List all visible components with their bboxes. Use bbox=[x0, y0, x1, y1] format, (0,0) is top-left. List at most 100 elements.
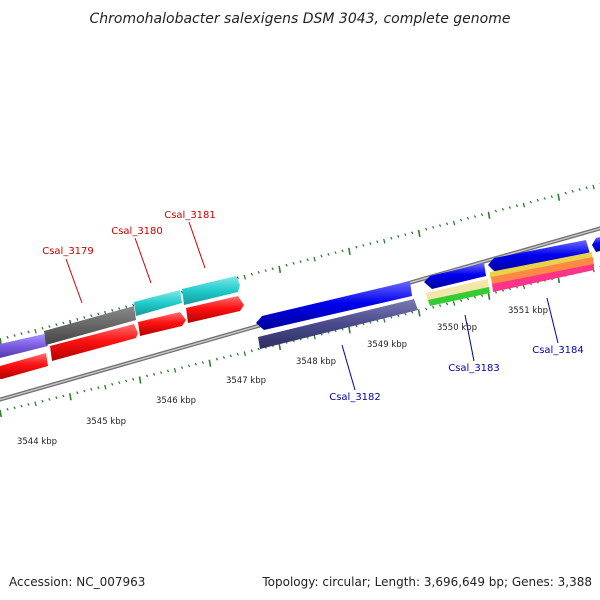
ruler-label-3551: 3551 kbp bbox=[508, 306, 548, 316]
gene-feature-csal-3184-blue[interactable] bbox=[488, 240, 590, 273]
gene-feature-red-3[interactable] bbox=[138, 312, 186, 336]
ruler-tick bbox=[432, 225, 435, 229]
gene-feature-csal-3182-blue[interactable] bbox=[256, 281, 412, 330]
ruler-tick bbox=[355, 245, 358, 249]
gene-feature-csal-3183-green[interactable] bbox=[428, 287, 490, 306]
ruler-tick bbox=[111, 382, 114, 386]
ruler-tick bbox=[264, 269, 267, 273]
ruler-tick bbox=[320, 254, 323, 258]
ruler-tick bbox=[390, 236, 393, 240]
gene-label-csal-3179[interactable]: Csal_3179 bbox=[42, 246, 94, 257]
gene-feature-purple[interactable] bbox=[0, 334, 48, 358]
gene-label-csal-3184[interactable]: Csal_3184 bbox=[532, 345, 584, 356]
ruler-tick bbox=[564, 191, 567, 195]
ruler-tick bbox=[180, 366, 184, 370]
gene-feature-csal-3184-pink[interactable] bbox=[492, 264, 594, 292]
ruler-tick bbox=[341, 249, 344, 253]
gene-feature-csal-3181-cyan[interactable] bbox=[182, 276, 240, 305]
gene-label-csal-3182[interactable]: Csal_3182 bbox=[329, 392, 381, 403]
ruler-tick bbox=[543, 197, 546, 200]
ruler-tick bbox=[411, 310, 414, 314]
ruler-tick bbox=[522, 202, 526, 208]
ruler-tick bbox=[20, 404, 23, 408]
ruler-tick bbox=[48, 397, 51, 401]
ruler-tick bbox=[41, 326, 44, 330]
ruler-tick bbox=[334, 251, 337, 255]
ruler-tick bbox=[550, 195, 553, 199]
ruler-tick bbox=[229, 354, 232, 358]
ruler-tick bbox=[236, 276, 239, 280]
gene-feature-csal-3184-orange[interactable] bbox=[491, 257, 594, 285]
ruler-tick bbox=[348, 247, 351, 256]
gene-feature-csal-3182-slate[interactable] bbox=[258, 299, 418, 349]
ruler-tick bbox=[83, 389, 86, 393]
gene-label-csal-3181[interactable]: Csal_3181 bbox=[164, 210, 216, 221]
ruler-tick bbox=[111, 308, 114, 312]
gene-feature-csal-3184-yellow[interactable] bbox=[490, 252, 592, 278]
ruler-tick bbox=[187, 364, 191, 368]
ruler-tick bbox=[376, 240, 379, 244]
ruler-tick bbox=[0, 409, 2, 418]
ruler-tick bbox=[194, 362, 198, 366]
ruler-tick bbox=[515, 204, 519, 208]
ruler-tick bbox=[27, 330, 30, 334]
ruler-tick bbox=[6, 335, 9, 339]
ruler-tick bbox=[208, 359, 212, 367]
ruler-tick bbox=[397, 314, 400, 318]
ruler-tick bbox=[459, 218, 463, 222]
gene-feature-csal-3183-blue[interactable] bbox=[424, 263, 486, 289]
ruler-tick bbox=[243, 351, 247, 357]
ruler-tick bbox=[487, 211, 491, 219]
ruler-tick bbox=[299, 260, 302, 264]
ruler-tick bbox=[285, 263, 288, 267]
ruler-tick bbox=[13, 406, 16, 410]
ruler-tick bbox=[494, 209, 498, 213]
ruler-tick bbox=[529, 200, 532, 204]
ruler-tick bbox=[417, 309, 421, 317]
ruler-tick bbox=[118, 307, 121, 310]
ruler-tick bbox=[487, 292, 491, 300]
ruler-tick bbox=[222, 356, 226, 359]
ruler-tick bbox=[145, 374, 149, 378]
ruler-tick bbox=[501, 207, 505, 211]
ruler-tick bbox=[27, 402, 30, 406]
ruler-tick bbox=[173, 367, 177, 373]
gene-feature-red-2[interactable] bbox=[50, 324, 138, 361]
ruler-tick bbox=[432, 305, 435, 309]
ruler-tick bbox=[48, 325, 51, 328]
gene-feature-csal-3179-gray[interactable] bbox=[44, 306, 136, 345]
ruler-tick bbox=[180, 290, 184, 294]
ruler-tick bbox=[152, 372, 156, 376]
ruler-tick bbox=[83, 316, 86, 319]
ruler-tick bbox=[215, 357, 219, 361]
ruler-tick bbox=[55, 323, 58, 327]
ruler-tick bbox=[62, 394, 65, 398]
gene-feature-edge-blue[interactable] bbox=[592, 237, 600, 252]
gene-feature-csal-3183-cream[interactable] bbox=[426, 279, 489, 303]
ruler-tick bbox=[466, 297, 470, 301]
gene-label-csal-3180[interactable]: Csal_3180 bbox=[111, 226, 163, 237]
ruler-tick bbox=[585, 186, 588, 190]
ruler-tick bbox=[201, 361, 205, 364]
gene-label-csal-3183[interactable]: Csal_3183 bbox=[448, 363, 500, 374]
gene-feature-red-1[interactable] bbox=[0, 353, 48, 379]
ruler-label-3548: 3548 kbp bbox=[296, 357, 336, 367]
ruler-tick bbox=[362, 243, 365, 247]
ruler-tick bbox=[480, 213, 484, 217]
ruler-tick bbox=[425, 227, 428, 231]
ruler-tick bbox=[473, 295, 477, 299]
accession-text: Accession: NC_007963 bbox=[9, 575, 145, 589]
ruler-tick bbox=[404, 312, 407, 316]
ruler-label-3550: 3550 kbp bbox=[437, 323, 477, 333]
ruler-tick bbox=[257, 270, 260, 274]
feature-track-forward bbox=[0, 237, 600, 358]
gene-feature-red-4[interactable] bbox=[186, 296, 244, 323]
ruler-label-3547: 3547 kbp bbox=[226, 376, 266, 386]
ruler-tick bbox=[6, 407, 9, 411]
gene-feature-csal-3180-cyan[interactable] bbox=[134, 290, 182, 316]
ruler-tick bbox=[166, 369, 170, 373]
ruler-tick bbox=[90, 387, 93, 391]
ruler-tick bbox=[536, 198, 539, 202]
ruler-tick bbox=[104, 384, 107, 390]
ruler-tick bbox=[69, 393, 72, 401]
